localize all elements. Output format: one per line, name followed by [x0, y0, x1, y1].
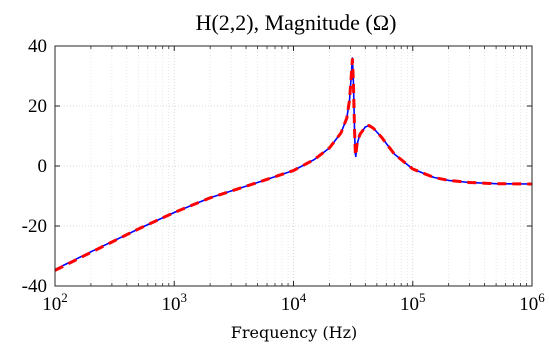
- series-dashed-line: [54, 58, 533, 272]
- y-tick-label: -20: [22, 216, 47, 237]
- y-tick-label: -40: [22, 276, 47, 297]
- y-tick-label: 0: [38, 156, 48, 177]
- grid: [54, 45, 533, 287]
- x-tick-label: 106: [519, 290, 545, 315]
- x-tick-label: 105: [400, 290, 426, 315]
- x-tick-label: 103: [162, 290, 188, 315]
- x-tick-label: 104: [281, 290, 307, 315]
- x-axis-label: Frequency (Hz): [231, 323, 358, 342]
- chart-title: H(2,2), Magnitude (Ω): [196, 10, 397, 35]
- x-tick-label: 102: [42, 290, 68, 315]
- plot-lines: [54, 57, 533, 272]
- axis-ticks: 102 103 104 105 106 40 20 0 -20 -40: [22, 36, 546, 315]
- y-tick-label: 40: [28, 36, 47, 57]
- y-tick-label: 20: [28, 96, 47, 117]
